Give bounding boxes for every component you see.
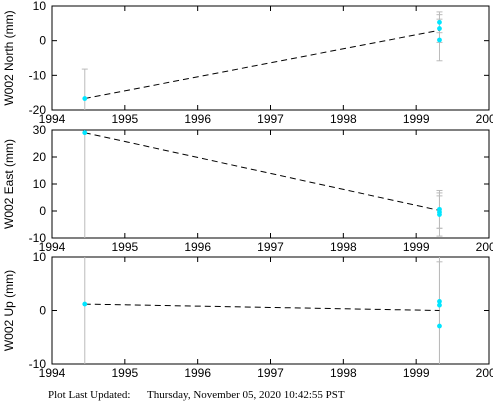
x-tick-label: 1998 bbox=[330, 366, 357, 380]
x-tick-label: 1999 bbox=[403, 112, 430, 126]
y-tick-label: 10 bbox=[33, 177, 47, 191]
x-tick-label: 2000 bbox=[476, 112, 493, 126]
chart-panel-1: 1994 1995 1996 1997 1998 1999 2000 -20 -10 0 10 W00… bbox=[2, 0, 493, 126]
chart-panel-3: 1994 1995 1996 1997 1998 1999 2000 -10 0 10 W002 U… bbox=[2, 250, 493, 380]
data-point bbox=[437, 212, 442, 217]
data-point bbox=[437, 302, 442, 308]
x-tick-label: 2000 bbox=[476, 366, 493, 380]
y-tick-label: 10 bbox=[33, 250, 47, 264]
y-axis-label: W002 Up (mm) bbox=[2, 270, 16, 351]
x-tick-label: 1997 bbox=[257, 240, 284, 254]
data-point bbox=[437, 26, 442, 31]
plot-frame bbox=[51, 5, 490, 111]
x-tick-label: 1994 bbox=[39, 366, 66, 380]
y-tick-label: 20 bbox=[33, 150, 47, 164]
trend-line bbox=[84, 303, 440, 311]
plot-frame bbox=[51, 256, 490, 365]
y-tick-label: -10 bbox=[29, 231, 47, 245]
trend-line bbox=[84, 29, 440, 100]
y-axis-label: W002 East (mm) bbox=[2, 139, 16, 229]
footer-label: Plot Last Updated: bbox=[48, 389, 131, 401]
data-point bbox=[82, 130, 88, 136]
x-tick-label: 1997 bbox=[257, 366, 284, 380]
x-tick-label: 2000 bbox=[476, 240, 493, 254]
y-tick-label: -10 bbox=[29, 68, 47, 82]
x-tick-label: 1998 bbox=[330, 112, 357, 126]
y-tick-label: 30 bbox=[33, 123, 47, 137]
data-point bbox=[82, 301, 88, 307]
trend-line bbox=[84, 132, 440, 211]
x-tick-label: 1999 bbox=[403, 240, 430, 254]
y-tick-label: 0 bbox=[39, 34, 46, 48]
x-tick-label: 1996 bbox=[184, 366, 211, 380]
x-tick-label: 1999 bbox=[403, 366, 430, 380]
x-tick-label: 1997 bbox=[257, 112, 284, 126]
chart-panel-2: 1994 1995 1996 1997 1998 1999 2000 -10 0 10 20 30 W0… bbox=[2, 123, 493, 254]
y-axis-label: W002 North (mm) bbox=[2, 10, 16, 105]
data-point bbox=[437, 299, 442, 304]
y-tick-label: 0 bbox=[39, 304, 46, 318]
x-tick-label: 1994 bbox=[39, 240, 66, 254]
x-tick-label: 1995 bbox=[111, 112, 138, 126]
x-tick-label: 1995 bbox=[111, 366, 138, 380]
x-tick-label: 1994 bbox=[39, 112, 66, 126]
data-point bbox=[82, 96, 88, 101]
y-tick-label: 0 bbox=[39, 204, 46, 218]
x-tick-label: 1996 bbox=[184, 240, 211, 254]
x-tick-label: 1995 bbox=[111, 240, 138, 254]
x-tick-label: 1998 bbox=[330, 240, 357, 254]
plot-frame bbox=[51, 129, 490, 239]
footer-timestamp: Thursday, November 05, 2020 10:42:55 PST bbox=[147, 389, 345, 401]
y-tick-label: 10 bbox=[33, 0, 47, 13]
data-point bbox=[437, 37, 442, 43]
data-point bbox=[437, 323, 442, 329]
x-tick-label: 1996 bbox=[184, 112, 211, 126]
y-tick-label: -20 bbox=[29, 103, 47, 117]
data-point bbox=[437, 19, 442, 25]
y-tick-label: -10 bbox=[29, 357, 47, 371]
